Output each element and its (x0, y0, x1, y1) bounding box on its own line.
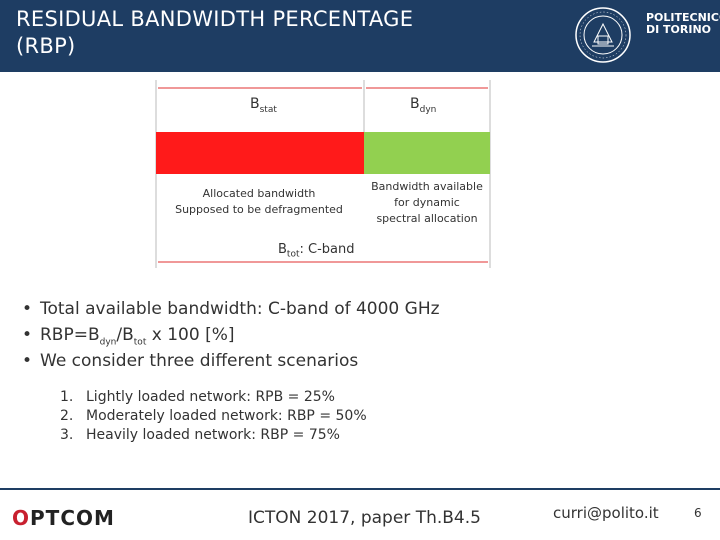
slide-title: RESIDUAL BANDWIDTH PERCENTAGE (RBP) (16, 6, 413, 60)
available-bandwidth-bar (364, 132, 490, 174)
allocated-bandwidth-caption: Allocated bandwidth Supposed to be defra… (175, 187, 343, 216)
scenario-item: 3. Heavily loaded network: RBP = 75% (60, 427, 340, 443)
logo-line-1: POLITECNICO (646, 11, 720, 24)
page-number: 6 (694, 506, 702, 520)
conference-reference: ICTON 2017, paper Th.B4.5 (248, 508, 481, 528)
bullet-marker-icon: • (22, 325, 33, 345)
optcom-logo: OPTCOM (12, 506, 115, 530)
allocated-bandwidth-bar (156, 132, 364, 174)
bullet-item: • RBP=Bdyn/Btot x 100 [%] (22, 322, 440, 348)
author-email[interactable]: curri@polito.it (553, 504, 659, 522)
bandwidth-diagram: Bstat Bdyn Allocated bandwidth Supposed … (0, 72, 720, 282)
title-line-1: RESIDUAL BANDWIDTH PERCENTAGE (16, 7, 414, 31)
bullet-marker-icon: • (22, 351, 33, 371)
bullet-item: • Total available bandwidth: C-band of 4… (22, 296, 440, 322)
btot-label: Btot: C-band (278, 242, 355, 260)
bstat-label: Bstat (250, 96, 277, 115)
bullet-marker-icon: • (22, 299, 33, 319)
university-seal-icon (575, 7, 631, 63)
bullet-list: • Total available bandwidth: C-band of 4… (22, 296, 440, 374)
slide-header: RESIDUAL BANDWIDTH PERCENTAGE (RBP) POLI… (0, 0, 720, 72)
bullet-item: • We consider three different scenarios (22, 348, 440, 374)
diagram-graphics (155, 80, 491, 268)
footer-divider (0, 488, 720, 490)
available-bandwidth-caption: Bandwidth available for dynamic spectral… (371, 180, 483, 225)
bdyn-label: Bdyn (410, 96, 437, 115)
title-line-2: (RBP) (16, 34, 76, 58)
scenario-item: 2. Moderately loaded network: RBP = 50% (60, 408, 367, 424)
scenario-item: 1. Lightly loaded network: RPB = 25% (60, 389, 335, 405)
polito-logo: POLITECNICO DI TORINO (646, 12, 720, 36)
slide-footer: OPTCOM ICTON 2017, paper Th.B4.5 curri@p… (0, 488, 720, 540)
logo-line-2: DI TORINO (646, 23, 712, 36)
scenario-list: 1. Lightly loaded network: RPB = 25% 2. Mo… (60, 388, 367, 445)
